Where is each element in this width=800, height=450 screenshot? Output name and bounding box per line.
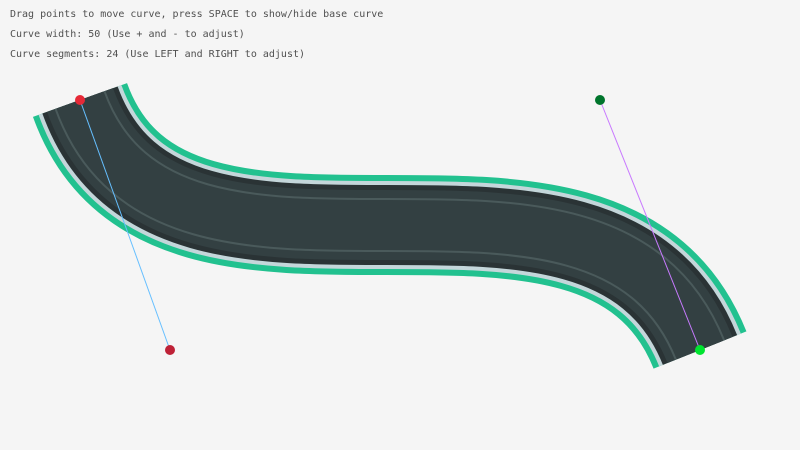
instruction-width: Curve width: 50 (Use + and - to adjust) [10, 29, 245, 40]
start-control-point[interactable] [165, 345, 175, 355]
end-handle-line [599, 99, 701, 351]
end-point[interactable] [695, 345, 705, 355]
road-layer [56, 90, 724, 360]
instruction-segments: Curve segments: 24 (Use LEFT and RIGHT t… [10, 49, 306, 60]
start-handle-line [79, 99, 171, 351]
instruction-drag: Drag points to move curve, press SPACE t… [10, 9, 384, 20]
end-control-point[interactable] [595, 95, 605, 105]
road-curve [32, 81, 747, 371]
start-point[interactable] [75, 95, 85, 105]
